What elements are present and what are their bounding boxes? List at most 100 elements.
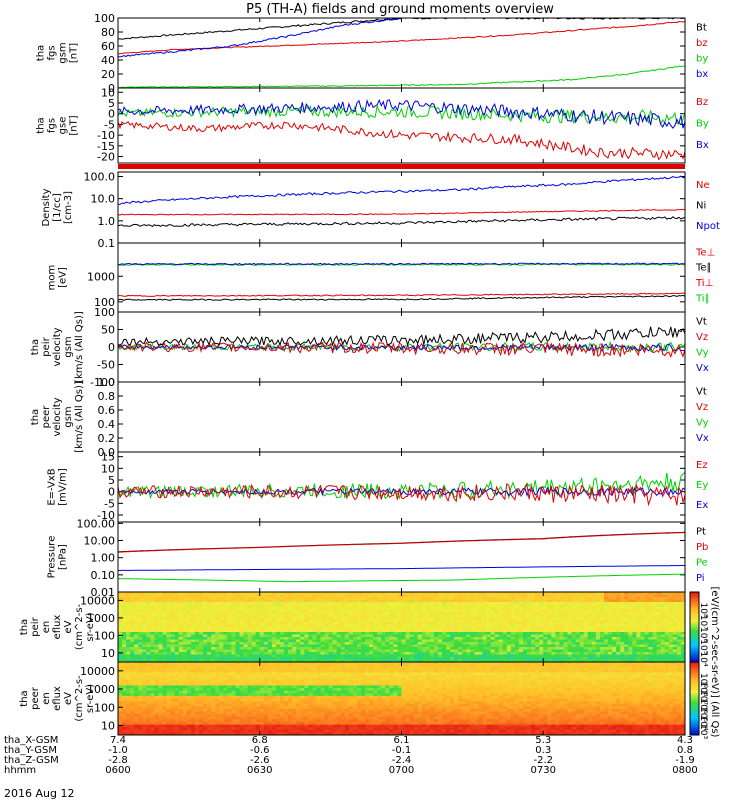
spectrogram-cell	[340, 632, 346, 635]
spectrogram-cell	[486, 657, 491, 660]
spectrogram-cell	[433, 657, 439, 660]
spectrogram-cell	[284, 652, 289, 655]
spectrogram-cell	[478, 632, 483, 635]
spectrogram-cell	[510, 627, 516, 630]
spectrogram-cell	[458, 607, 463, 610]
spectrogram-cell	[579, 639, 585, 643]
spectrogram-cell	[535, 627, 540, 630]
spectrogram-cell	[442, 612, 447, 615]
spectrogram-cell	[591, 627, 597, 630]
spectrogram-cell	[190, 711, 196, 715]
spectrogram-cell	[595, 629, 601, 633]
spectrogram-cell	[194, 637, 200, 640]
spectrogram-cell	[211, 664, 216, 668]
spectrogram-cell	[401, 634, 406, 638]
spectrogram-cell	[166, 669, 172, 673]
spectrogram-cell	[170, 659, 176, 663]
spectrogram-cell	[243, 612, 248, 615]
spectrogram-cell	[571, 652, 577, 655]
spectrogram-cell	[377, 657, 382, 660]
spectrogram-cell	[178, 711, 184, 715]
spectrogram-cell	[150, 729, 155, 733]
spectrogram-cell	[182, 594, 188, 598]
spectrogram-cell	[284, 637, 289, 640]
spectrogram-cell	[361, 612, 366, 615]
spectrogram-cell	[158, 647, 163, 650]
spectrogram-cell	[207, 721, 212, 725]
spectrogram-cell	[421, 612, 427, 615]
spectrogram-cell	[555, 599, 560, 603]
spectrogram-cell	[328, 592, 334, 595]
spectrogram-cell	[150, 724, 155, 728]
spectrogram-cell	[130, 599, 135, 603]
y-axis-label: velocity	[52, 327, 63, 366]
spectrogram-cell	[178, 604, 184, 608]
spectrogram-cell	[373, 602, 378, 605]
y-tick-label: 0	[108, 108, 115, 121]
legend-label: Pe	[696, 558, 708, 569]
spectrogram-cell	[215, 721, 220, 725]
spectrogram-cell	[474, 629, 479, 633]
spectrogram-cell	[437, 659, 443, 663]
spectrogram-cell	[644, 632, 649, 635]
spectrogram-cell	[251, 659, 257, 663]
y-axis-label: gsm	[63, 336, 74, 357]
spectrogram-cell	[255, 659, 261, 663]
spectrogram-cell	[425, 627, 431, 630]
spectrogram-cell	[660, 644, 666, 648]
spectrogram-cell	[142, 642, 147, 645]
spectrogram-cell	[474, 619, 479, 623]
spectrogram-cell	[612, 609, 617, 613]
spectrogram-cell	[223, 634, 228, 638]
spectrogram-cell	[312, 594, 317, 598]
spectrogram-cell	[656, 647, 662, 650]
spectrogram-cell	[531, 609, 536, 613]
spectrogram-cell	[397, 612, 402, 615]
spectrogram-cell	[429, 624, 435, 628]
y-tick-label: 10000	[80, 594, 115, 607]
spectrogram-cell	[150, 659, 155, 663]
spectrogram-cell	[154, 729, 159, 733]
spectrogram-cell	[595, 599, 601, 603]
spectrogram-cell	[296, 619, 301, 623]
spectrogram-cell	[348, 642, 354, 645]
spectrogram-cell	[211, 706, 216, 710]
spectrogram-cell	[207, 672, 212, 676]
spectrogram-cell	[340, 602, 346, 605]
spectrogram-cell	[194, 619, 200, 623]
spectrogram-cell	[328, 614, 334, 618]
spectrogram-cell	[672, 602, 678, 605]
spectrogram-cell	[336, 617, 342, 620]
spectrogram-cell	[231, 634, 236, 638]
spectrogram-cell	[478, 619, 483, 623]
spectrogram-cell	[632, 627, 637, 630]
spectrogram-cell	[587, 612, 593, 615]
spectrogram-cell	[421, 639, 427, 643]
spectrogram-cell	[510, 652, 516, 655]
spectrogram-cell	[154, 680, 159, 684]
spectrogram-cell	[219, 622, 224, 625]
spectrogram-cell	[393, 592, 398, 595]
spectrogram-cell	[211, 685, 216, 689]
spectrogram-cell	[239, 609, 244, 613]
colorbar-segment	[690, 614, 699, 617]
spectrogram-cell	[442, 642, 447, 645]
spectrogram-cell	[348, 602, 354, 605]
spectrogram-cell	[227, 659, 232, 663]
spectrogram-cell	[259, 647, 265, 650]
colorbar-segment	[690, 595, 699, 598]
spectrogram-cell	[385, 609, 390, 613]
spectrogram-cell	[490, 639, 496, 643]
spectrogram-cell	[118, 711, 123, 715]
spectrogram-cell	[474, 637, 479, 640]
spectrogram-cell	[288, 607, 293, 610]
spectrogram-cell	[251, 624, 257, 628]
spectrogram-cell	[454, 619, 459, 623]
spectrogram-cell	[624, 604, 629, 608]
spectrogram-cell	[158, 675, 163, 679]
spectrogram-cell	[462, 659, 467, 663]
spectrogram-cell	[442, 614, 447, 618]
spectrogram-cell	[413, 654, 419, 658]
spectrogram-cell	[150, 639, 155, 643]
spectrogram-cell	[166, 662, 172, 666]
